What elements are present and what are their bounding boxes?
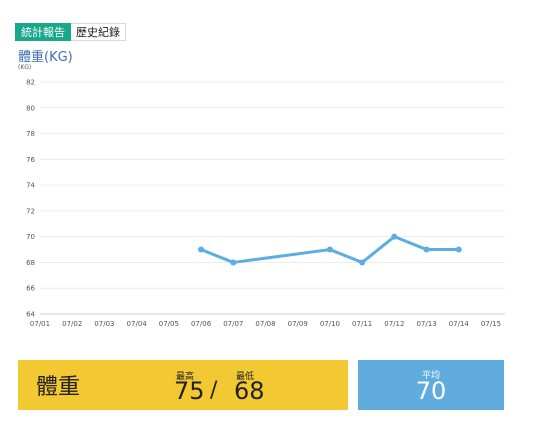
data-point [359,259,366,266]
chart-title: 體重(KG) [18,50,73,65]
data-point [198,246,205,253]
data-point [391,233,398,240]
x-tick-label: 07/03 [94,320,114,328]
y-tick-label: 68 [26,259,35,267]
y-tick-label: 72 [26,207,35,215]
y-tick-label: 78 [26,130,35,138]
weight-summary-box: 體重 最高 75 / 最低 68 [18,360,348,410]
min-caption: 最低 [236,372,255,382]
data-point [230,259,237,266]
weight-label: 體重 [36,375,81,400]
x-tick-label: 07/14 [449,320,470,328]
data-point [423,246,430,253]
report-tabs: 統計報告 歷史紀錄 [15,23,126,41]
y-axis-unit-label: (KG) [18,64,31,71]
average-summary-box: 平均 70 [358,360,504,410]
x-tick-label: 07/06 [191,320,212,328]
data-point [326,246,333,253]
x-tick-label: 07/15 [481,320,501,328]
y-tick-label: 76 [26,156,35,164]
x-tick-label: 07/13 [416,320,436,328]
y-tick-label: 64 [26,311,35,319]
average-value: 70 [415,377,447,405]
max-caption: 最高 [176,372,195,382]
x-tick-label: 07/07 [223,320,243,328]
weight-line-chart: (KG) 64 66 68 70 72 74 76 78 80 82 07/01 07/02 07/03 0… [18,64,505,328]
x-tick-label: 07/12 [384,320,404,328]
min-value: 68 [234,377,265,405]
y-tick-label: 74 [26,182,35,190]
y-tick-label: 66 [26,285,35,293]
max-min-separator: / [210,378,218,403]
x-tick-label: 07/02 [62,320,82,328]
x-tick-label: 07/09 [288,320,308,328]
average-caption: 平均 [421,371,440,381]
x-tick-label: 07/05 [159,320,179,328]
x-tick-label: 07/08 [255,320,275,328]
y-tick-label: 82 [26,79,35,87]
x-tick-label: 07/01 [30,320,50,328]
y-tick-label: 70 [26,233,35,241]
max-value: 75 [174,377,205,405]
x-tick-label: 07/10 [320,320,340,328]
data-point [455,246,462,253]
tab-statistics-report[interactable]: 統計報告 [15,23,71,41]
x-tick-label: 07/11 [352,320,372,328]
x-tick-label: 07/04 [127,320,148,328]
tab-history-records[interactable]: 歷史紀錄 [71,23,126,41]
y-tick-label: 80 [26,104,35,112]
